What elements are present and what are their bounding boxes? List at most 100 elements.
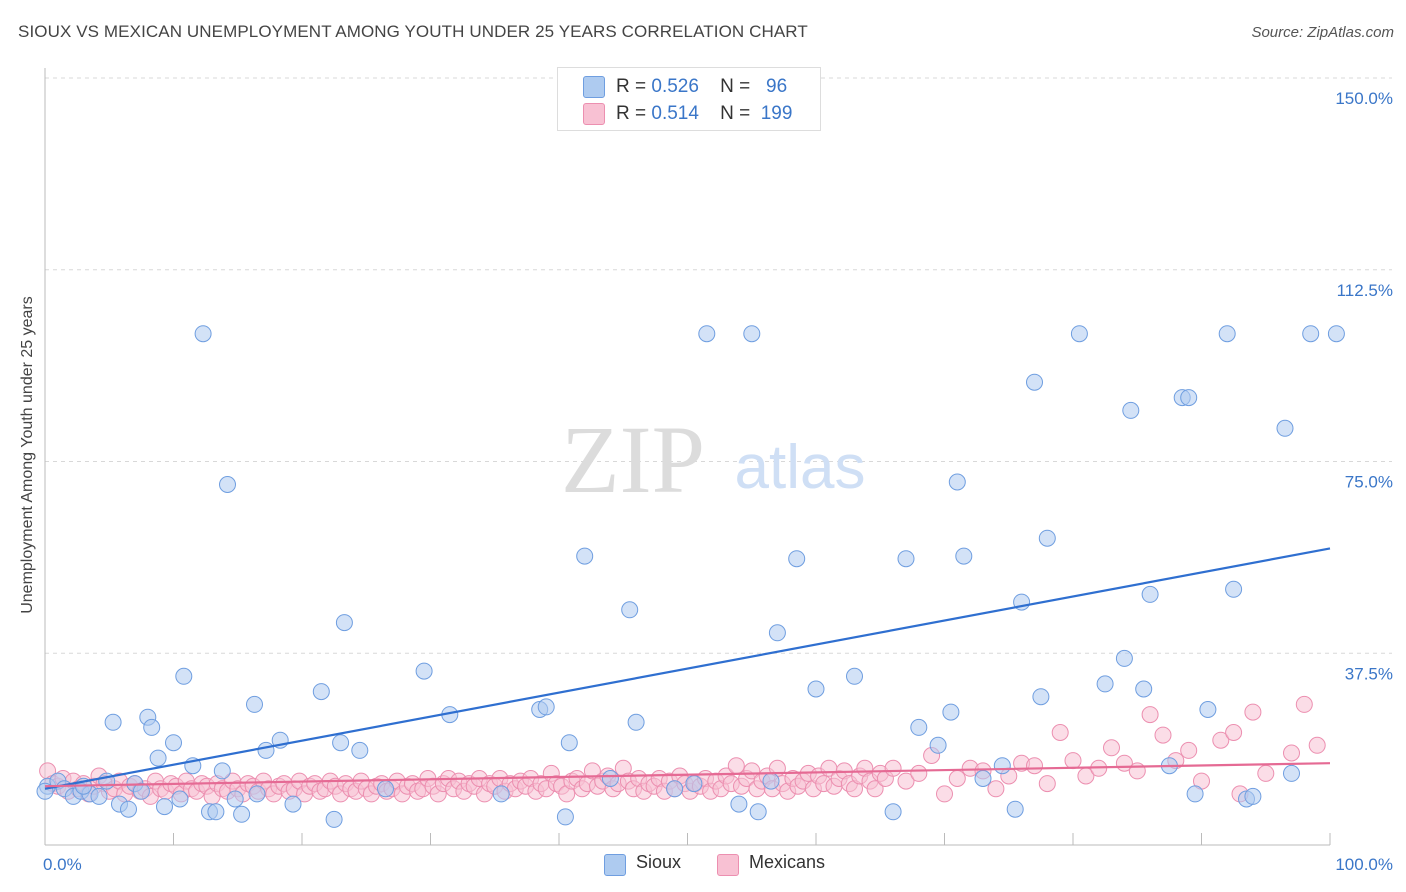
grid [45,77,1392,654]
tick-labels: 37.5% 75.0% 112.5% 150.0% 0.0% 100.0% [43,89,1393,874]
legend-swatch-mexicans [583,103,605,125]
trend-lines [44,547,1331,790]
sioux-point [942,703,960,721]
y-tick-label: 37.5% [1345,664,1393,683]
sioux-point [492,785,510,803]
legend-n-value: 96 [766,76,788,97]
sioux-point [194,325,212,343]
sioux-point [749,803,767,821]
mexicans-point [583,762,601,780]
correlation-legend: R = 0.526 N = 96 R = 0.514 N = 199 [557,67,821,131]
sioux-point [910,718,928,736]
mexicans-point [1244,703,1262,721]
sioux-point [762,772,780,790]
mexicans-point [936,785,953,803]
sioux-point [1218,325,1236,343]
mexicans-point [743,762,761,780]
sioux-point [576,547,594,565]
sioux-point [993,757,1011,775]
watermark-atlas: atlas [735,433,866,502]
sioux-point [351,741,369,759]
sioux-point [226,790,244,808]
sioux-point [149,749,167,767]
sioux-point [1302,325,1320,343]
sioux-point [666,780,684,798]
legend-n-value: 199 [760,103,793,124]
mexicans-point [1212,731,1230,749]
sioux-point [948,473,966,491]
sioux-point [257,741,275,759]
sioux-point [1276,419,1294,437]
sioux-point [621,601,639,619]
sioux-point [312,683,330,701]
sioux-point [601,770,619,787]
legend-r-value: 0.526 [651,76,699,97]
chart-title: SIOUX VS MEXICAN UNEMPLOYMENT AMONG YOUT… [18,22,808,41]
sioux-point [233,805,251,823]
sioux-trend-line [44,547,1331,790]
mexicans-point [1064,752,1082,770]
sioux-point [627,713,645,731]
mexicans-point [1257,764,1275,782]
sioux-point [143,718,161,736]
mexicans-point [727,757,745,775]
sioux-point [929,736,947,754]
sioux-point [1244,787,1262,805]
sioux-point [284,795,302,813]
bottom-legend-swatch-mexicans [717,854,739,876]
sioux-point [219,476,236,493]
mexicans-point [1128,762,1146,780]
sioux-point [207,803,225,821]
axes [44,68,1331,846]
sioux-point [104,713,122,731]
bottom-legend-label-sioux: Sioux [636,852,682,872]
sioux-point [788,550,806,568]
bottom-legend-swatch-sioux [604,854,626,876]
legend-text-sioux: R = 0.526 N = 96 [616,76,787,98]
sioux-point [1032,688,1050,706]
mexicans-point [1295,695,1313,713]
sioux-point [1096,675,1114,693]
mexicans-point [1141,706,1159,724]
sioux-point [1026,373,1043,391]
sioux-point [560,734,578,752]
sioux-point [768,624,786,642]
legend-swatch-sioux [583,76,605,98]
mexicans-point [1051,724,1069,741]
sioux-point [730,795,748,813]
mexicans-point [910,764,928,782]
sioux-point [332,734,350,752]
mexicans-trend-line [44,762,1331,788]
sioux-point [1038,529,1056,547]
mexicans-point [897,772,915,790]
sioux-point [556,808,574,826]
mexicans-point [1154,726,1172,744]
legend-text-mexicans: R = 0.514 N = 199 [616,103,792,125]
sioux-point [175,667,193,685]
series-sioux [36,325,1345,828]
legend-r-value: 0.514 [651,103,699,124]
sioux-point [248,785,266,803]
x-tick-label: 100.0% [1335,855,1393,874]
mexicans-point [948,770,966,787]
sioux-point [1115,649,1133,667]
sioux-point [1122,401,1140,419]
source-label: Source: ZipAtlas.com [1251,24,1394,41]
sioux-point [1006,800,1024,818]
sioux-point [246,695,263,713]
sioux-point [171,790,189,808]
x-tick-label: 0.0% [43,855,82,874]
sioux-point [1186,785,1204,803]
sioux-point [415,662,433,680]
mexicans-point [1180,741,1198,759]
y-tick-label: 150.0% [1335,89,1393,108]
mexicans-point [1283,744,1300,762]
mexicans-point [866,780,884,798]
sioux-point [325,810,343,828]
sioux-point [156,798,173,816]
sioux-point [1141,585,1159,603]
y-tick-label: 75.0% [1345,473,1393,492]
mexicans-point [1038,775,1056,793]
mexicans-point [884,759,902,777]
